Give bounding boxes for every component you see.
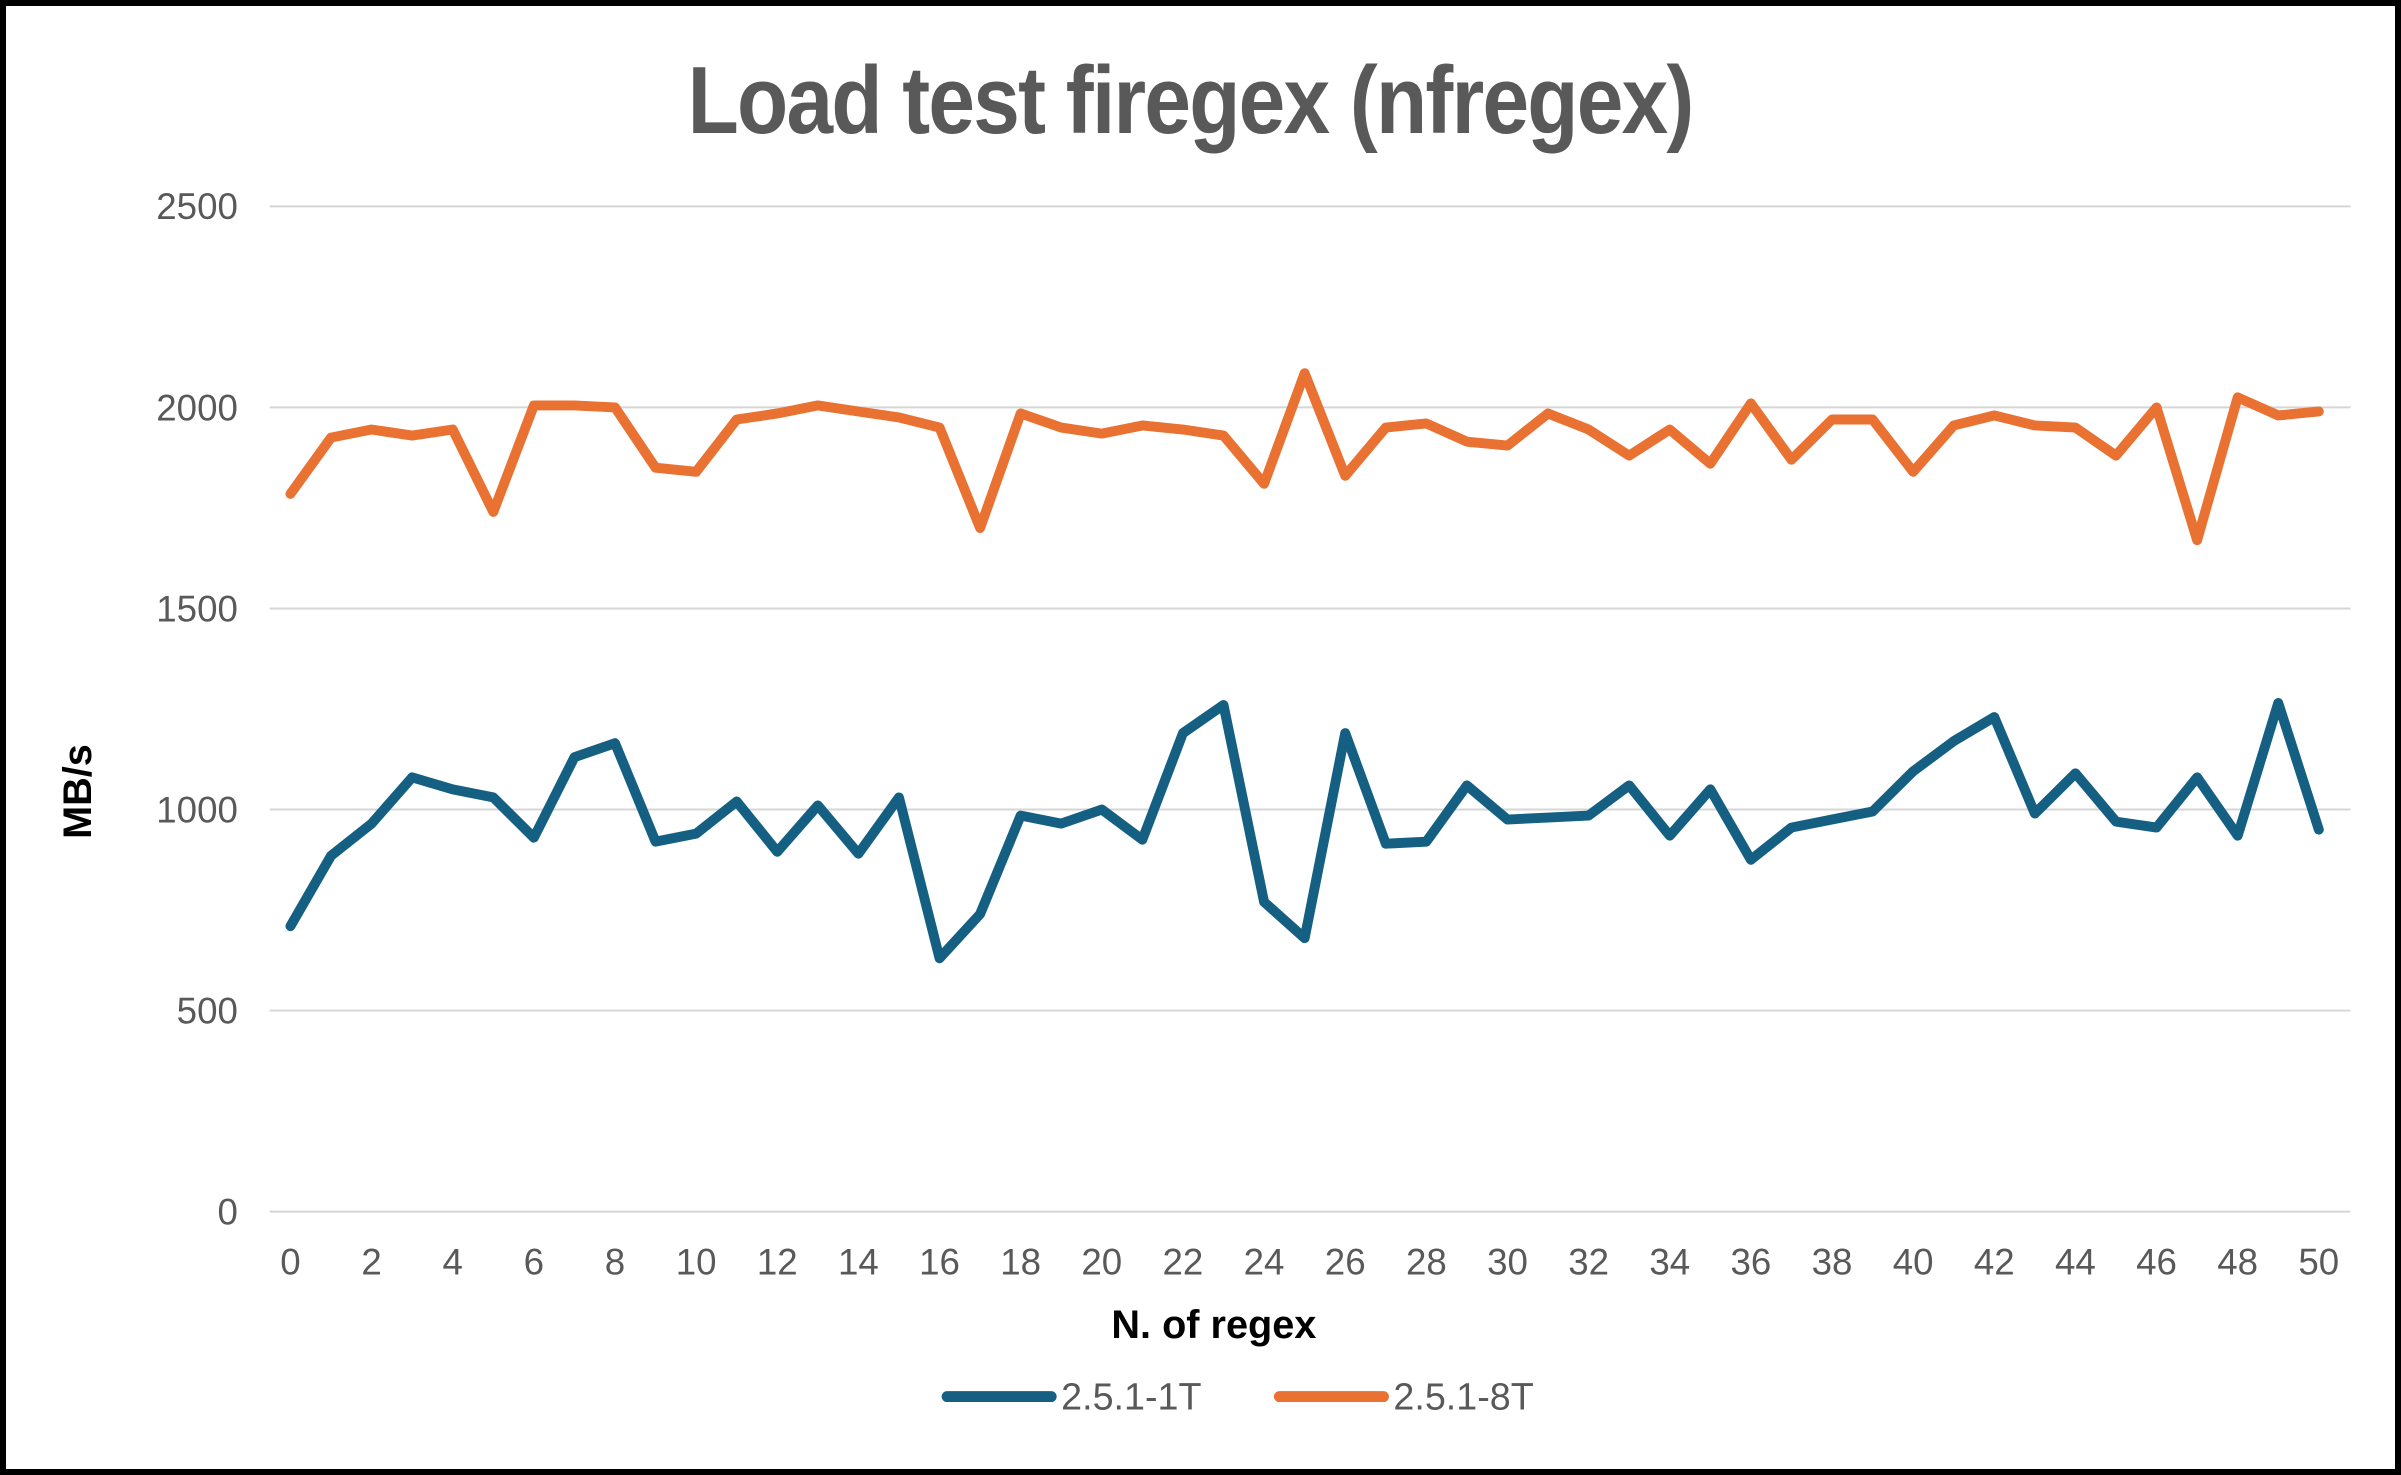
x-tick-label-50: 50 xyxy=(2298,1242,2339,1283)
x-tick-label-12: 12 xyxy=(757,1242,798,1283)
series-line-2.5.1-8T xyxy=(285,368,2324,546)
x-tick-label-2: 2 xyxy=(361,1242,381,1283)
y-tick-label-2000: 2000 xyxy=(156,387,238,428)
legend: 2.5.1-1T 2.5.1-8T xyxy=(941,1375,1534,1417)
x-tick-label-20: 20 xyxy=(1081,1242,1122,1283)
y-axis-tick-labels: 0 500 1000 1500 2000 2500 xyxy=(156,186,238,1232)
y-tick-label-2500: 2500 xyxy=(156,186,238,227)
x-tick-label-14: 14 xyxy=(838,1242,879,1283)
gridlines xyxy=(269,205,2351,1213)
x-tick-label-40: 40 xyxy=(1893,1242,1934,1283)
x-tick-label-30: 30 xyxy=(1487,1242,1528,1283)
chart-title: Load test firegex (nfregex) xyxy=(688,48,1693,154)
x-axis-title: N. of regex xyxy=(1111,1303,1316,1347)
x-tick-label-4: 4 xyxy=(443,1242,463,1283)
x-tick-label-46: 46 xyxy=(2136,1242,2177,1283)
x-tick-label-36: 36 xyxy=(1730,1242,1771,1283)
x-tick-label-26: 26 xyxy=(1325,1242,1366,1283)
x-tick-label-10: 10 xyxy=(676,1242,717,1283)
x-tick-label-24: 24 xyxy=(1244,1242,1285,1283)
x-tick-label-18: 18 xyxy=(1000,1242,1041,1283)
series-lines xyxy=(285,368,2324,964)
x-tick-label-28: 28 xyxy=(1406,1242,1447,1283)
series-line-2.5.1-1T xyxy=(285,698,2324,964)
x-tick-label-22: 22 xyxy=(1163,1242,1204,1283)
x-tick-label-44: 44 xyxy=(2055,1242,2096,1283)
chart-title-group: Load test firegex (nfregex) xyxy=(688,48,1695,154)
legend-item-2.5.1-8T: 2.5.1-8T xyxy=(1273,1375,1534,1417)
legend-label-2.5.1-1T: 2.5.1-1T xyxy=(1061,1375,1201,1417)
y-tick-label-1500: 1500 xyxy=(156,588,238,629)
x-tick-label-6: 6 xyxy=(524,1242,544,1283)
y-tick-label-500: 500 xyxy=(177,990,238,1031)
x-tick-label-32: 32 xyxy=(1568,1242,1609,1283)
x-tick-label-16: 16 xyxy=(919,1242,960,1283)
x-tick-label-34: 34 xyxy=(1649,1242,1690,1283)
y-axis-title: MB/s xyxy=(56,744,100,839)
x-axis-tick-labels: 0 2 4 6 8 10 12 14 16 18 20 22 24 26 28 30 32 34 36 38 40 42 4… xyxy=(280,1242,2339,1283)
x-tick-label-42: 42 xyxy=(1974,1242,2015,1283)
legend-label-2.5.1-8T: 2.5.1-8T xyxy=(1393,1375,1533,1417)
x-tick-label-8: 8 xyxy=(605,1242,625,1283)
legend-item-2.5.1-1T: 2.5.1-1T xyxy=(941,1375,1202,1417)
x-tick-label-0: 0 xyxy=(280,1242,300,1283)
x-tick-label-48: 48 xyxy=(2217,1242,2258,1283)
y-tick-label-1000: 1000 xyxy=(156,789,238,830)
y-tick-label-0: 0 xyxy=(217,1192,237,1233)
x-tick-label-38: 38 xyxy=(1812,1242,1853,1283)
